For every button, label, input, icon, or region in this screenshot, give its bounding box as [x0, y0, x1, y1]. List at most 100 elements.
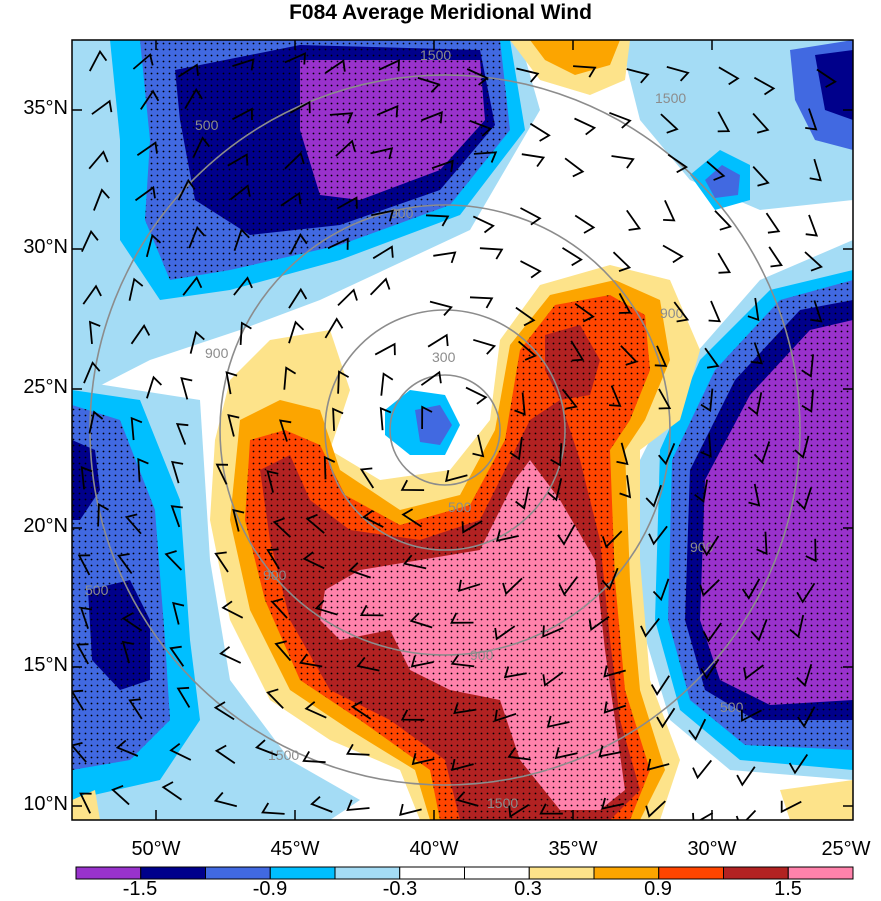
wind-barb	[795, 487, 812, 511]
wind-barb	[640, 618, 660, 638]
ring-label-900-e: 900	[470, 647, 494, 663]
wind-barb	[170, 505, 183, 528]
wind-barb	[214, 551, 229, 573]
wind-barb	[780, 800, 802, 814]
wind-barb	[329, 112, 354, 124]
wind-barb	[88, 320, 101, 344]
lon-label-50w: 50°W	[131, 838, 181, 860]
wind-barb	[515, 306, 536, 327]
wind-barb	[324, 59, 346, 74]
wind-barb	[646, 758, 670, 771]
wind-barb	[558, 576, 579, 597]
wind-barb	[80, 466, 93, 490]
wind-barb	[266, 470, 279, 493]
wind-barb	[161, 781, 183, 801]
map-frame	[71, 39, 854, 821]
wind-barb	[431, 159, 454, 173]
wind-barb	[626, 68, 650, 84]
wind-barb	[618, 292, 632, 314]
region-royal-ne-spot	[705, 165, 740, 198]
lon-label-40w: 40°W	[409, 838, 459, 860]
wind-barb	[172, 601, 185, 625]
wind-barb	[472, 215, 495, 234]
wind-barb	[718, 66, 740, 86]
wind-barb	[645, 484, 662, 508]
wind-barb	[79, 792, 92, 814]
wind-barb	[542, 671, 564, 687]
wind-barb	[521, 153, 546, 168]
region-yellow-spot	[290, 355, 315, 380]
wind-barb	[350, 700, 372, 720]
wind-barb	[254, 739, 278, 757]
wind-barb	[520, 260, 542, 279]
wind-barb	[601, 567, 619, 591]
wind-barb	[274, 640, 292, 662]
wind-barb	[747, 297, 760, 322]
wind-barb	[692, 812, 714, 820]
wind-barb	[225, 371, 238, 395]
wind-barb	[457, 579, 481, 592]
wind-barb	[302, 551, 325, 570]
wind-barb	[420, 111, 443, 124]
wind-barb	[89, 49, 108, 72]
wind-barb	[403, 554, 427, 570]
wind-barb	[816, 68, 837, 88]
wind-barb	[694, 479, 708, 503]
wind-barb	[801, 389, 814, 413]
wind-barb	[314, 599, 338, 616]
wind-barb	[337, 370, 350, 394]
ring-label-1500-e: 500	[85, 582, 109, 598]
wind-barb	[603, 701, 627, 714]
wind-barb	[288, 287, 308, 309]
wind-barb	[652, 578, 670, 602]
wind-barb	[494, 709, 517, 723]
wind-barb	[611, 155, 635, 169]
wind-barb	[514, 392, 526, 416]
ring-500	[324, 309, 566, 551]
colorbar-label-neg1-5: -1.5	[122, 878, 158, 900]
wind-barb	[88, 150, 109, 170]
wind-barb	[359, 604, 384, 617]
wind-barb	[134, 185, 156, 202]
wind-barb	[509, 436, 523, 461]
wind-barb	[700, 388, 714, 413]
wind-barb	[750, 618, 768, 642]
wind-barb	[620, 345, 638, 366]
wind-barb	[704, 347, 720, 369]
wind-barb	[376, 104, 399, 118]
wind-barb	[445, 470, 468, 483]
wind-barb	[503, 666, 527, 679]
wind-barb	[214, 744, 236, 764]
wind-barb	[348, 562, 371, 579]
wind-barb	[619, 475, 632, 499]
ring-label-900-c: 900	[660, 305, 684, 321]
wind-barb	[794, 435, 810, 459]
wind-barb	[233, 228, 250, 251]
wind-barb	[473, 151, 498, 163]
wind-barb	[184, 87, 203, 110]
colorbar-label-0-9: 0.9	[644, 878, 672, 900]
wind-barb	[520, 207, 542, 226]
lon-label-35w: 35°W	[548, 838, 598, 860]
ring-label-500: 500	[448, 499, 472, 515]
wind-barb	[472, 434, 485, 458]
wind-barb	[518, 340, 537, 361]
ring-label-1500: 1500	[420, 47, 451, 63]
wind-barb	[765, 212, 781, 234]
wind-barb	[213, 791, 238, 808]
wind-barb	[130, 323, 151, 345]
wind-barb	[550, 443, 563, 467]
lon-label-25w: 25°W	[821, 838, 871, 860]
wind-barb	[239, 321, 252, 345]
wind-barb	[450, 654, 475, 668]
wind-barb	[374, 342, 396, 356]
wind-barb	[97, 503, 109, 527]
wind-barb	[81, 229, 99, 252]
wind-barb	[121, 640, 134, 664]
wind-barb	[663, 200, 676, 222]
colorbar-label-neg0-9: -0.9	[252, 878, 288, 900]
wind-barb	[658, 388, 672, 410]
wind-barb	[310, 796, 333, 813]
wind-barb	[76, 643, 89, 665]
wind-barb	[88, 410, 104, 434]
